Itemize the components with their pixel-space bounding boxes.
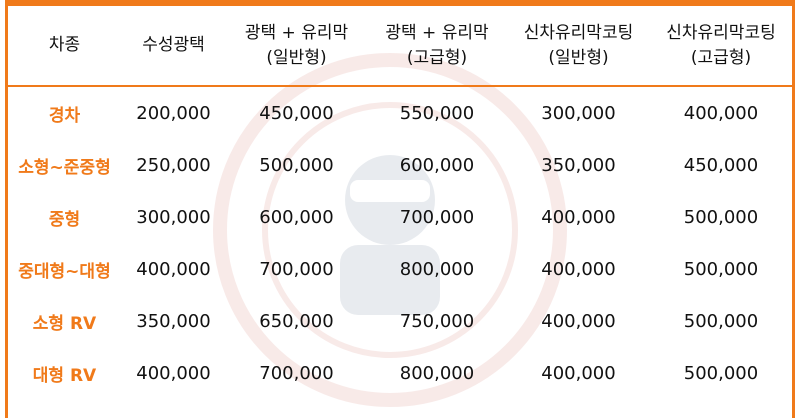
price-cell: 600,000 xyxy=(259,206,334,228)
price-cell: 700,000 xyxy=(259,362,334,384)
price-cell: 750,000 xyxy=(399,310,475,332)
car-type-cell: 경차 xyxy=(48,105,81,126)
header-newcar-glass-premium: 신차유리막코팅 (고급형) xyxy=(650,6,792,87)
car-type-cell: 중형 xyxy=(48,209,81,230)
price-cell: 400,000 xyxy=(541,206,616,228)
price-cell: 500,000 xyxy=(683,362,759,384)
price-cell: 550,000 xyxy=(399,102,475,124)
header-row: 차종 수성광택 광택 + 유리막 (일반형) 광택 + 유리막 (고급형) 신차… xyxy=(8,6,792,87)
price-cell: 500,000 xyxy=(259,154,334,176)
price-cell: 700,000 xyxy=(259,258,334,280)
price-cell: 500,000 xyxy=(683,206,759,228)
price-cell: 400,000 xyxy=(136,362,211,384)
price-cell: 200,000 xyxy=(136,102,211,124)
price-cell: 650,000 xyxy=(259,310,334,332)
price-cell: 450,000 xyxy=(259,102,334,124)
price-cell: 300,000 xyxy=(136,206,211,228)
table-row: 소형 RV 350,000 650,000 750,000 400,000 50… xyxy=(8,295,792,347)
car-type-cell: 소형 RV xyxy=(32,313,97,334)
price-cell: 400,000 xyxy=(541,310,616,332)
price-cell: 400,000 xyxy=(541,362,616,384)
price-cell: 700,000 xyxy=(399,206,475,228)
price-cell: 500,000 xyxy=(683,310,759,332)
price-table: 차종 수성광택 광택 + 유리막 (일반형) 광택 + 유리막 (고급형) 신차… xyxy=(8,6,792,399)
header-newcar-glass-standard: 신차유리막코팅 (일반형) xyxy=(507,6,650,87)
car-type-cell: 소형~준중형 xyxy=(18,157,111,178)
table-row: 소형~준중형 250,000 500,000 600,000 350,000 4… xyxy=(8,139,792,191)
header-waterborne-polish: 수성광택 xyxy=(121,6,226,87)
price-cell: 250,000 xyxy=(136,154,211,176)
price-cell: 800,000 xyxy=(399,362,475,384)
table-row: 중형 300,000 600,000 700,000 400,000 500,0… xyxy=(8,191,792,243)
price-cell: 450,000 xyxy=(683,154,759,176)
price-cell: 400,000 xyxy=(136,258,211,280)
table-row: 중대형~대형 400,000 700,000 800,000 400,000 5… xyxy=(8,243,792,295)
header-polish-glass-premium: 광택 + 유리막 (고급형) xyxy=(367,6,507,87)
table-frame xyxy=(5,0,795,418)
header-polish-glass-standard: 광택 + 유리막 (일반형) xyxy=(226,6,367,87)
top-accent-bar xyxy=(5,0,795,6)
price-cell: 350,000 xyxy=(541,154,616,176)
price-cell: 350,000 xyxy=(136,310,211,332)
price-cell: 800,000 xyxy=(399,258,475,280)
price-cell: 600,000 xyxy=(399,154,475,176)
car-type-cell: 중대형~대형 xyxy=(18,261,111,282)
price-cell: 400,000 xyxy=(541,258,616,280)
price-cell: 400,000 xyxy=(683,102,759,124)
price-cell: 300,000 xyxy=(541,102,616,124)
table-row: 경차 200,000 450,000 550,000 300,000 400,0… xyxy=(8,86,792,139)
car-type-cell: 대형 RV xyxy=(32,365,97,386)
header-car-type: 차종 xyxy=(8,6,121,87)
table-row: 대형 RV 400,000 700,000 800,000 400,000 50… xyxy=(8,347,792,399)
price-cell: 500,000 xyxy=(683,258,759,280)
